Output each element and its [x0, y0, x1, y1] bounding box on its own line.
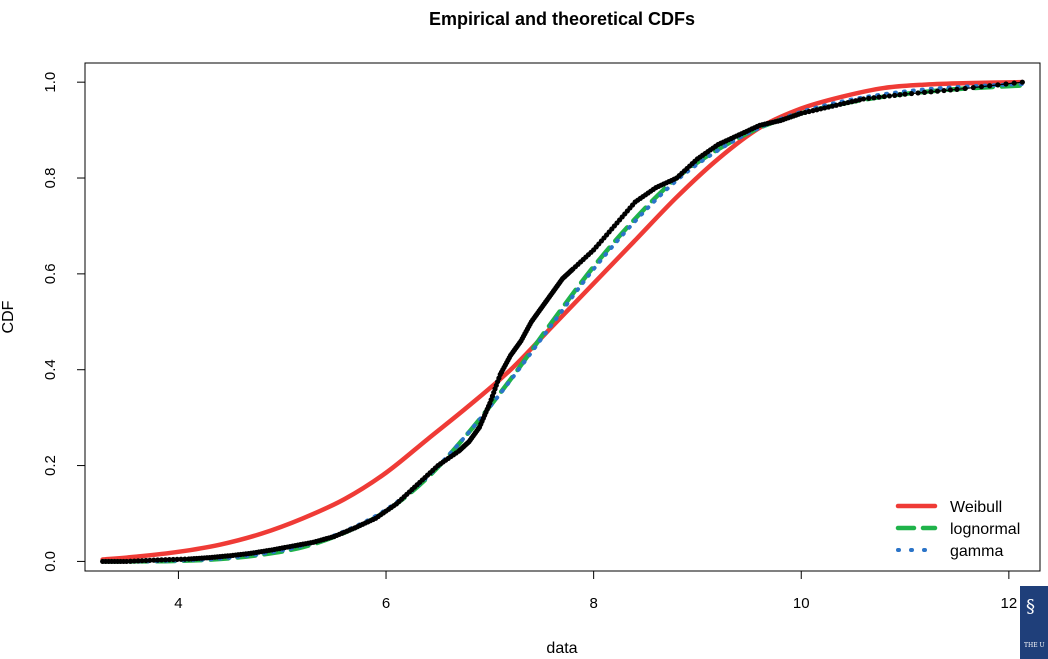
empirical-point — [837, 101, 843, 107]
university-logo: § THE U — [1020, 586, 1048, 659]
empirical-point — [1011, 80, 1017, 86]
empirical-point — [915, 90, 921, 96]
empirical-point — [892, 92, 898, 98]
empirical-point — [147, 557, 153, 563]
empirical-point — [143, 557, 149, 564]
empirical-point — [841, 100, 847, 107]
empirical-point — [822, 105, 828, 111]
empirical-point — [886, 93, 893, 99]
empirical-point — [954, 86, 960, 92]
empirical-point — [123, 558, 130, 565]
x-axis-label: data — [546, 640, 577, 657]
empirical-point — [806, 108, 812, 115]
empirical-point — [978, 84, 985, 90]
logo-caption: THE U — [1024, 642, 1045, 649]
empirical-point — [833, 102, 839, 108]
empirical-point — [166, 557, 172, 563]
empirical-point — [849, 99, 855, 105]
empirical-point — [1019, 79, 1025, 85]
empirical-point — [881, 93, 887, 100]
empirical-point — [908, 90, 915, 97]
empirical-point — [876, 94, 882, 100]
empirical-point — [802, 109, 808, 116]
y-tick-label: 0.4 — [42, 359, 59, 380]
empirical-point — [941, 87, 947, 94]
empirical-point — [139, 558, 145, 564]
empirical-point — [853, 98, 859, 104]
axes-layer: 4 6 8 10 12 0.0 0.2 0.4 0.6 0.8 1.0 — [42, 72, 1017, 612]
x-tick-label: 6 — [382, 595, 390, 612]
series-weibull-line — [100, 79, 1025, 562]
empirical-point — [829, 103, 835, 109]
x-tick-label: 12 — [1001, 595, 1018, 612]
empirical-point — [162, 557, 169, 563]
y-tick-label: 0.0 — [42, 551, 59, 572]
empirical-point — [131, 558, 137, 564]
empirical-point — [962, 85, 968, 92]
empirical-point — [947, 87, 954, 93]
series-layer — [100, 79, 1025, 564]
empirical-point — [135, 558, 141, 564]
empirical-point — [814, 107, 820, 113]
empirical-point — [845, 99, 851, 106]
x-tick-label: 10 — [793, 595, 810, 612]
empirical-point — [934, 88, 941, 94]
x-tick-label: 4 — [174, 595, 182, 612]
empirical-point — [897, 92, 903, 98]
y-tick-label: 1.0 — [42, 72, 59, 93]
empirical-point — [1003, 81, 1009, 87]
empirical-point — [178, 556, 184, 562]
empirical-point — [987, 83, 993, 89]
empirical-point — [866, 95, 872, 101]
empirical-point — [127, 558, 134, 564]
empirical-point — [995, 82, 1001, 88]
chart-title: Empirical and theoretical CDFs — [429, 9, 695, 29]
empirical-line — [102, 81, 1023, 563]
empirical-point — [928, 89, 934, 95]
legend-label-gamma: gamma — [950, 543, 1003, 560]
empirical-point — [970, 84, 976, 91]
empirical-point — [174, 556, 180, 562]
empirical-point — [170, 556, 176, 563]
empirical-point — [155, 557, 161, 563]
empirical-point — [825, 104, 832, 110]
empirical-point — [857, 97, 863, 103]
empirical-point — [158, 557, 165, 563]
legend-label-lognormal: lognormal — [950, 521, 1020, 538]
empirical-layer — [100, 79, 1025, 565]
series-gamma-line — [100, 82, 1025, 564]
legend: Weibull lognormal gamma — [895, 499, 1020, 560]
empirical-point — [798, 110, 804, 116]
empirical-point — [818, 106, 824, 112]
crest-icon: § — [1026, 596, 1035, 617]
empirical-point — [810, 108, 816, 114]
y-tick-label: 0.2 — [42, 455, 59, 476]
empirical-point — [902, 91, 908, 97]
legend-label-weibull: Weibull — [950, 499, 1002, 516]
series-lognormal-line — [100, 83, 1025, 564]
empirical-point — [182, 556, 188, 562]
empirical-point — [921, 89, 928, 95]
x-tick-label: 8 — [589, 595, 597, 612]
y-tick-label: 0.8 — [42, 168, 59, 189]
y-tick-label: 0.6 — [42, 263, 59, 284]
empirical-point — [860, 96, 867, 102]
empirical-point — [151, 557, 157, 563]
y-axis-label: CDF — [0, 300, 17, 333]
empirical-point — [871, 95, 877, 101]
